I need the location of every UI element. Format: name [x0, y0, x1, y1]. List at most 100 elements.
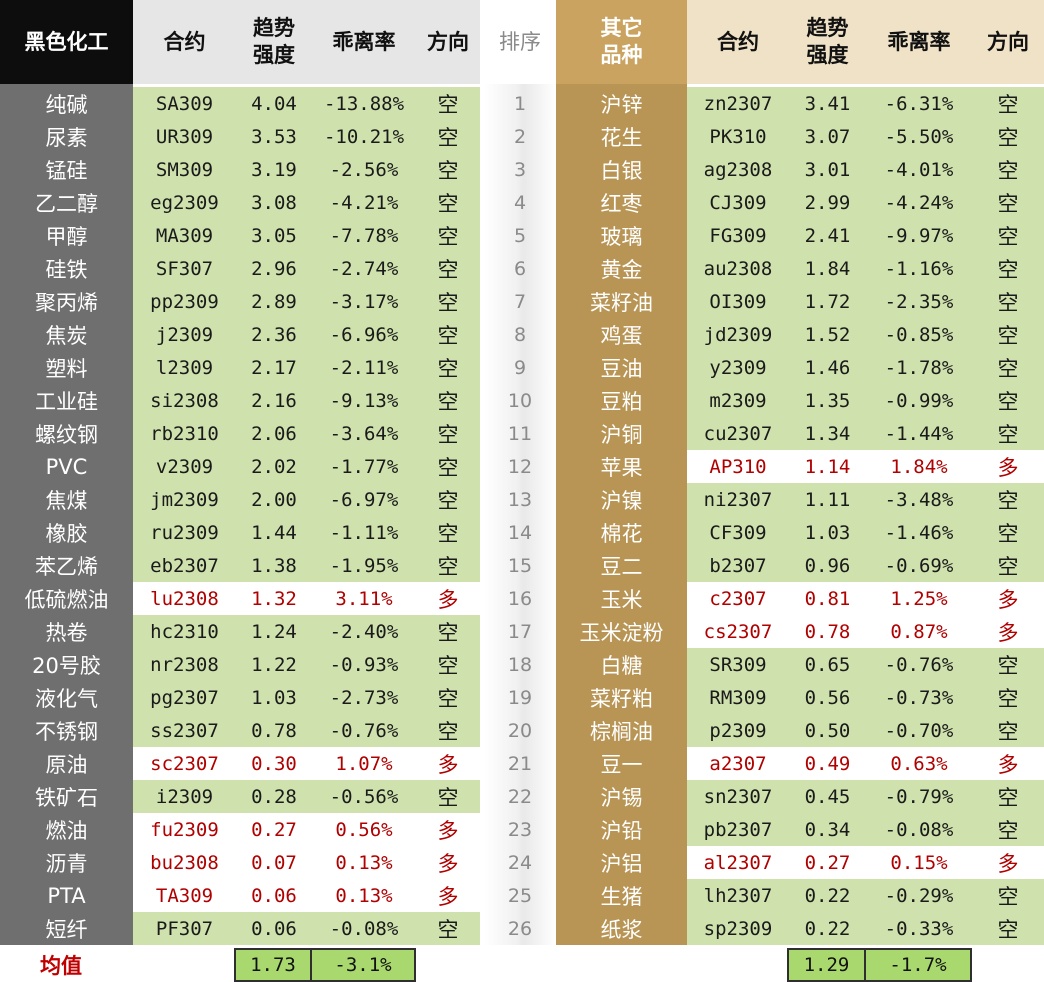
rank-number: 18 — [507, 653, 533, 676]
right-strength-cell: 0.27 — [804, 851, 851, 874]
right-contract-cell: CJ309 — [709, 191, 767, 214]
right-strength-cell: 0.50 — [804, 719, 851, 742]
rank-number: 21 — [507, 752, 533, 775]
right-strength-cell: 2.99 — [804, 191, 851, 214]
right-variety-name: 菜籽粕 — [590, 686, 653, 711]
left-row-band — [133, 747, 480, 780]
right-deviation-cell: -0.69% — [884, 554, 954, 577]
right-strength-cell: 3.07 — [804, 125, 851, 148]
right-deviation-cell: 0.15% — [890, 851, 948, 874]
right-row-band — [687, 912, 1044, 945]
rank-number: 2 — [513, 125, 527, 148]
right-row-band — [687, 252, 1044, 285]
right-header-deviation: 乖离率 — [866, 0, 972, 84]
left-row-band — [133, 912, 480, 945]
left-direction-cell: 空 — [437, 191, 459, 216]
right-row-band — [687, 186, 1044, 219]
left-strength-cell: 2.36 — [251, 323, 297, 346]
left-direction-cell: 空 — [437, 620, 459, 645]
left-row-band — [133, 120, 480, 153]
left-direction-cell: 空 — [437, 653, 459, 678]
left-variety-name: 纯碱 — [45, 92, 88, 117]
left-row-band — [133, 417, 480, 450]
right-contract-cell: au2308 — [703, 257, 773, 280]
left-direction-cell: 空 — [437, 686, 459, 711]
left-direction-cell: 空 — [437, 521, 459, 546]
right-direction-cell: 空 — [997, 785, 1019, 810]
right-deviation-cell: -0.85% — [884, 323, 954, 346]
right-variety-name: 沪锌 — [600, 92, 643, 117]
right-contract-cell: AP310 — [709, 455, 767, 478]
right-direction-cell: 空 — [997, 719, 1019, 744]
right-strength-cell: 0.22 — [804, 917, 851, 940]
left-row-band — [133, 285, 480, 318]
right-strength-cell: 1.52 — [804, 323, 851, 346]
left-contract-cell: v2309 — [155, 455, 214, 478]
left-contract-cell: bu2308 — [150, 851, 219, 874]
right-row-band — [687, 153, 1044, 186]
right-row-band — [687, 483, 1044, 516]
right-direction-cell: 空 — [997, 224, 1019, 249]
right-variety-name: 黄金 — [600, 257, 643, 282]
right-row-band — [687, 615, 1044, 648]
left-direction-cell: 空 — [437, 158, 459, 183]
right-variety-name: 白银 — [600, 158, 643, 183]
left-row-band — [133, 450, 480, 483]
left-deviation-cell: -3.17% — [329, 290, 399, 313]
right-strength-cell: 1.46 — [804, 356, 851, 379]
right-deviation-cell: -1.46% — [884, 521, 954, 544]
left-row-band — [133, 87, 480, 120]
right-variety-name: 玻璃 — [600, 224, 643, 249]
left-header-category: 黑色化工 — [0, 0, 133, 84]
left-contract-cell: ru2309 — [150, 521, 219, 544]
right-deviation-cell: -3.48% — [884, 488, 954, 511]
right-contract-cell: CF309 — [709, 521, 767, 544]
left-name-column-bg — [0, 84, 133, 945]
right-contract-cell: ag2308 — [703, 158, 773, 181]
left-direction-cell: 多 — [437, 752, 459, 777]
right-average-strength: 1.29 — [787, 948, 866, 982]
left-strength-cell: 2.17 — [251, 356, 297, 379]
right-row-band — [687, 351, 1044, 384]
left-variety-name: 塑料 — [45, 356, 88, 381]
left-row-band — [133, 648, 480, 681]
left-strength-cell: 1.38 — [251, 554, 297, 577]
right-strength-cell: 2.41 — [804, 224, 851, 247]
right-direction-cell: 空 — [997, 158, 1019, 183]
left-header-contract: 合约 — [133, 0, 236, 84]
left-deviation-cell: 0.13% — [335, 851, 393, 874]
right-direction-cell: 空 — [997, 521, 1019, 546]
rank-header: 排序 — [484, 0, 556, 84]
left-variety-name: 螺纹钢 — [35, 422, 98, 447]
right-variety-name: 生猪 — [600, 884, 643, 909]
rank-number: 6 — [513, 257, 527, 280]
right-direction-cell: 多 — [997, 851, 1019, 876]
right-deviation-cell: -0.99% — [884, 389, 954, 412]
left-strength-cell: 0.27 — [251, 818, 297, 841]
left-direction-cell: 空 — [437, 422, 459, 447]
left-variety-name: 液化气 — [35, 686, 98, 711]
right-deviation-cell: 1.84% — [890, 455, 948, 478]
right-direction-cell: 空 — [997, 323, 1019, 348]
right-strength-cell: 1.35 — [804, 389, 851, 412]
right-variety-name: 鸡蛋 — [600, 323, 643, 348]
right-direction-cell: 空 — [997, 290, 1019, 315]
right-strength-cell: 0.45 — [804, 785, 851, 808]
left-deviation-cell: 1.07% — [335, 752, 393, 775]
left-strength-cell: 3.08 — [251, 191, 297, 214]
left-variety-name: 锰硅 — [45, 158, 88, 183]
left-deviation-cell: -0.56% — [329, 785, 399, 808]
right-deviation-cell: -5.50% — [884, 125, 954, 148]
left-deviation-cell: -4.21% — [329, 191, 399, 214]
right-direction-cell: 空 — [997, 257, 1019, 282]
left-direction-cell: 空 — [437, 356, 459, 381]
left-row-band — [133, 780, 480, 813]
left-strength-cell: 2.96 — [251, 257, 297, 280]
left-strength-cell: 0.30 — [251, 752, 297, 775]
left-contract-cell: nr2308 — [150, 653, 219, 676]
left-contract-cell: SA309 — [155, 92, 214, 115]
left-header-deviation: 乖离率 — [312, 0, 416, 84]
left-direction-cell: 空 — [437, 92, 459, 117]
right-variety-name: 豆粕 — [600, 389, 643, 414]
rank-number: 24 — [507, 851, 533, 874]
